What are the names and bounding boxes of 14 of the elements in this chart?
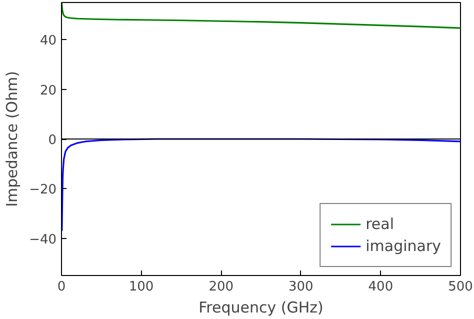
y-tick-label: −20 xyxy=(29,182,57,198)
legend-label: real xyxy=(366,215,394,233)
x-tick-label: 400 xyxy=(368,280,394,294)
legend-label: imaginary xyxy=(366,237,441,255)
x-tick-label: 500 xyxy=(448,280,473,294)
y-tick-label: 20 xyxy=(40,83,57,98)
x-axis-title: Frequency (GHz) xyxy=(198,298,324,316)
y-tick-label: −40 xyxy=(29,232,57,248)
x-tick-label: 300 xyxy=(288,280,314,294)
y-tick-label: 0 xyxy=(48,133,57,148)
y-axis-title: Impedance (Ohm) xyxy=(3,71,22,207)
x-tick-label: 100 xyxy=(128,280,154,294)
x-tick-label: 200 xyxy=(208,280,234,294)
y-tick-label: 40 xyxy=(40,34,57,49)
